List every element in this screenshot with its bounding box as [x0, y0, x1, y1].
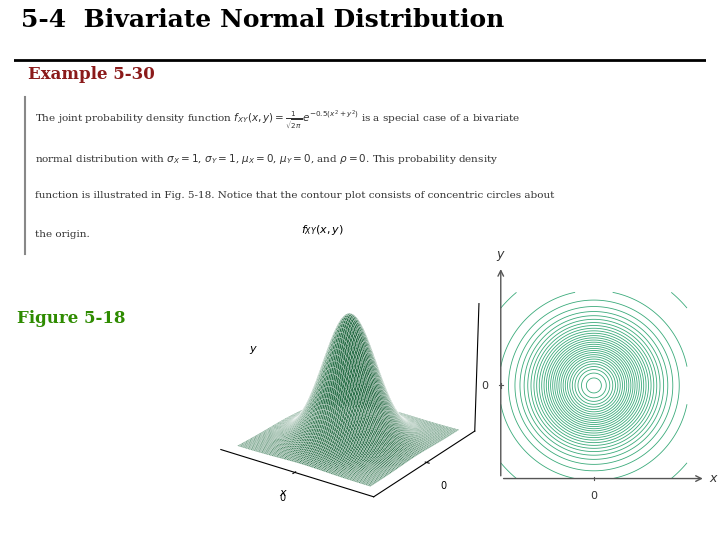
Text: Figure 5-18: Figure 5-18 — [17, 310, 126, 327]
Text: $y$: $y$ — [496, 248, 505, 262]
Text: $y$: $y$ — [249, 344, 258, 356]
Text: $x$: $x$ — [709, 472, 719, 485]
Text: function is illustrated in Fig. 5-18. Notice that the contour plot consists of c: function is illustrated in Fig. 5-18. No… — [35, 191, 554, 200]
Text: Example 5-30: Example 5-30 — [28, 66, 155, 83]
X-axis label: $x$: $x$ — [279, 488, 288, 497]
Text: The joint probability density function $f_{XY}(x, y) = \frac{1}{\sqrt{2\pi}} e^{: The joint probability density function $… — [35, 108, 521, 131]
Text: $0$: $0$ — [590, 489, 598, 501]
Text: the origin.: the origin. — [35, 230, 90, 239]
Text: $0$: $0$ — [481, 380, 490, 392]
Text: normal distribution with $\sigma_X = 1$, $\sigma_Y = 1$, $\mu_X = 0$, $\mu_Y = 0: normal distribution with $\sigma_X = 1$,… — [35, 152, 498, 166]
Text: $f_{XY}(x, y)$: $f_{XY}(x, y)$ — [301, 222, 344, 237]
Text: 5-4  Bivariate Normal Distribution: 5-4 Bivariate Normal Distribution — [22, 8, 505, 32]
